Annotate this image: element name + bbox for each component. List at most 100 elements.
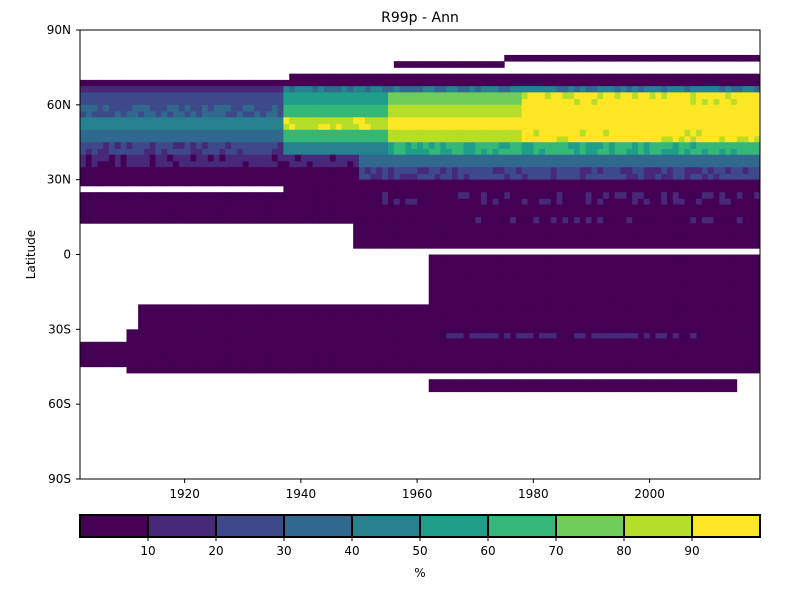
heatmap-cell — [556, 354, 563, 361]
heatmap-cell — [562, 329, 569, 336]
heatmap-cell — [277, 173, 284, 181]
heatmap-cell — [672, 333, 680, 339]
heatmap-cell — [643, 260, 650, 268]
heatmap-cell — [283, 192, 290, 199]
heatmap-cell — [138, 79, 145, 87]
heatmap-cell — [184, 329, 191, 336]
heatmap-cell — [457, 92, 464, 99]
heatmap-cell — [591, 323, 598, 330]
heatmap-cell — [643, 360, 650, 368]
heatmap-cell — [690, 354, 697, 361]
colorbar-swatch — [79, 514, 149, 538]
heatmap-cell — [457, 366, 464, 374]
heatmap-cell — [492, 279, 499, 287]
heatmap-cell — [748, 273, 755, 280]
heatmap-cell — [719, 104, 726, 112]
heatmap-cell — [719, 242, 726, 249]
heatmap-cell — [283, 92, 290, 99]
heatmap-cell — [207, 98, 215, 106]
heatmap-cell — [597, 210, 604, 218]
heatmap-cell — [481, 129, 488, 137]
heatmap-cell — [167, 304, 174, 312]
heatmap-cell — [155, 360, 162, 368]
heatmap-cell — [701, 73, 709, 81]
heatmap-cell — [451, 348, 459, 355]
heatmap-cell — [632, 341, 639, 349]
heatmap-cell — [393, 310, 401, 318]
heatmap-cell — [324, 79, 331, 87]
heatmap-cell — [469, 148, 476, 156]
heatmap-cell — [167, 79, 174, 87]
heatmap-cell — [254, 111, 261, 118]
heatmap-cell — [457, 310, 464, 318]
heatmap-cell — [196, 192, 203, 199]
heatmap-cell — [597, 298, 604, 305]
heatmap-cell — [597, 223, 604, 230]
heatmap-cell — [725, 73, 732, 81]
heatmap-cell — [184, 160, 191, 168]
heatmap-cell — [684, 254, 691, 262]
heatmap-cell — [463, 348, 470, 355]
heatmap-cell — [562, 316, 569, 324]
heatmap-cell — [289, 167, 296, 174]
heatmap-cell — [754, 223, 761, 230]
heatmap-cell — [80, 354, 87, 361]
heatmap-cell — [417, 79, 424, 87]
heatmap-cell — [492, 316, 499, 324]
heatmap-cell — [428, 73, 435, 81]
heatmap-cell — [539, 242, 546, 249]
heatmap-cell — [161, 304, 168, 312]
heatmap-cell — [451, 266, 459, 274]
heatmap-cell — [190, 142, 197, 149]
heatmap-cell — [591, 86, 598, 93]
heatmap-cell — [684, 192, 691, 199]
heatmap-cell — [388, 104, 395, 112]
heatmap-cell — [440, 185, 447, 193]
heatmap-cell — [539, 173, 546, 181]
heatmap-cell — [213, 329, 220, 336]
heatmap-cell — [417, 154, 424, 162]
heatmap-cell — [597, 333, 604, 339]
heatmap-cell — [399, 341, 406, 349]
heatmap-cell — [283, 160, 290, 168]
heatmap-cell — [457, 254, 464, 262]
heatmap-cell — [469, 291, 476, 299]
heatmap-cell — [283, 360, 290, 368]
heatmap-cell — [661, 136, 668, 143]
heatmap-cell — [161, 173, 168, 181]
heatmap-cell — [736, 217, 743, 224]
heatmap-cell — [556, 179, 563, 187]
heatmap-cell — [469, 136, 476, 143]
heatmap-cell — [486, 291, 494, 299]
heatmap-cell — [178, 192, 186, 199]
heatmap-cell — [271, 173, 278, 181]
heatmap-cell — [155, 129, 162, 137]
heatmap-cell — [190, 316, 197, 324]
heatmap-cell — [178, 86, 186, 93]
heatmap-cell — [312, 117, 319, 124]
heatmap-cell — [585, 291, 592, 299]
heatmap-cell — [155, 117, 162, 124]
heatmap-cell — [690, 173, 697, 181]
heatmap-cell — [341, 73, 348, 81]
heatmap-cell — [492, 323, 499, 330]
heatmap-cell — [120, 348, 127, 355]
heatmap-cell — [457, 329, 464, 336]
heatmap-cell — [132, 210, 139, 218]
heatmap-cell — [289, 310, 296, 318]
heatmap-cell — [91, 173, 98, 181]
heatmap-cell — [544, 198, 552, 206]
heatmap-cell — [300, 323, 308, 330]
heatmap-cell — [603, 223, 610, 230]
heatmap-cell — [178, 129, 186, 137]
heatmap-cell — [725, 210, 732, 218]
heatmap-cell — [347, 304, 354, 312]
heatmap-cell — [242, 310, 249, 318]
heatmap-cell — [295, 142, 302, 149]
heatmap-cell — [417, 86, 424, 93]
heatmap-cell — [248, 123, 255, 131]
heatmap-cell — [417, 304, 424, 312]
heatmap-cell — [172, 142, 180, 149]
heatmap-cell — [446, 98, 453, 106]
heatmap-cell — [405, 117, 412, 124]
